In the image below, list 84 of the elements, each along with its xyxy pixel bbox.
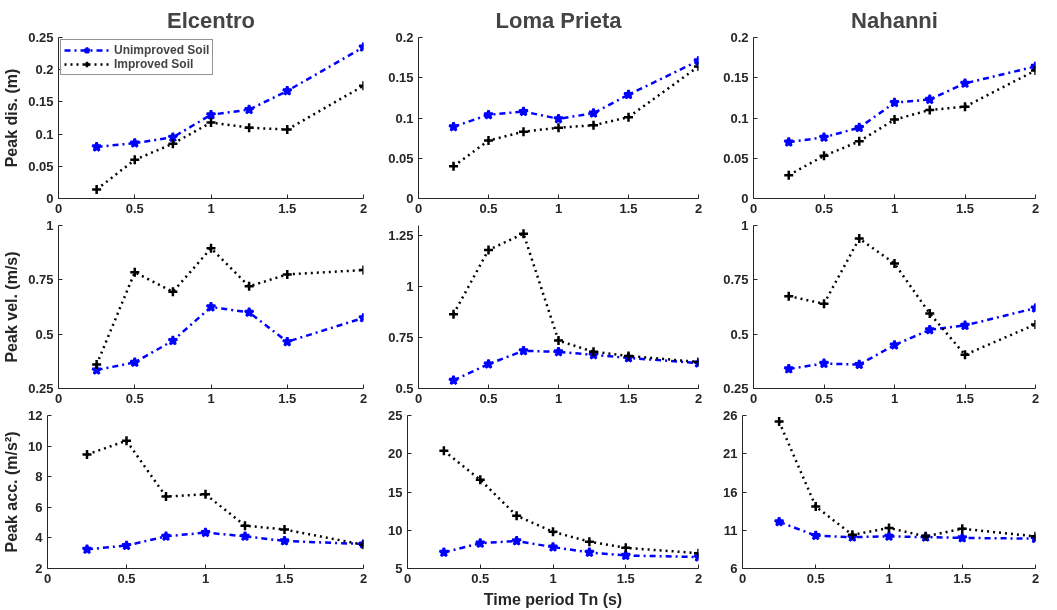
x-tick-label: 2 <box>359 390 368 406</box>
y-axis-title: Peak acc. (m/s²) <box>3 431 21 553</box>
x-tick-label: 2 <box>359 200 368 216</box>
y-tick-label: 6 <box>35 499 43 515</box>
x-tick-label: 1 <box>207 390 215 406</box>
x-tick-label: 0.5 <box>806 570 825 586</box>
y-tick-label: 26 <box>723 408 738 423</box>
x-tick-label: 1 <box>554 390 563 406</box>
y-axis-title: Peak vel. (m/s) <box>3 251 21 363</box>
y-tick-label: 20 <box>388 446 403 462</box>
x-tick-label: 1 <box>549 570 557 586</box>
x-tick-label: 1 <box>890 200 899 216</box>
y-tick-label: 0.75 <box>388 330 414 346</box>
x-tick-label: 2 <box>1031 390 1040 406</box>
x-tick-label: 2 <box>694 570 703 586</box>
y-tick-label: 8 <box>35 469 43 485</box>
y-tick-label: 1 <box>406 279 414 295</box>
y-tick-label: 0.2 <box>35 62 54 78</box>
y-tick-label: 0.5 <box>730 326 749 342</box>
x-tick-label: 1.5 <box>278 390 297 406</box>
x-tick-label: 2 <box>694 390 703 406</box>
x-tick-label: 2 <box>359 570 368 586</box>
y-tick-label: 5 <box>395 561 403 576</box>
y-tick-label: 10 <box>28 438 43 454</box>
y-tick-label: 16 <box>723 484 738 500</box>
y-tick-label: 6 <box>730 561 738 576</box>
x-tick-label: 0.5 <box>479 200 498 216</box>
y-tick-label: 1.25 <box>388 228 414 244</box>
y-tick-label: 21 <box>723 446 738 462</box>
y-axis-title: Peak dis. (m) <box>3 68 21 168</box>
x-tick-label: 0.5 <box>125 200 144 216</box>
y-tick-label: 0.2 <box>730 30 749 45</box>
x-tick-label: 1 <box>201 570 210 586</box>
x-tick-label: 1.5 <box>955 200 975 216</box>
y-tick-label: 0.15 <box>28 94 54 110</box>
chart-title: Elcentro <box>166 7 256 33</box>
y-tick-label: 0.25 <box>28 30 54 45</box>
y-tick-label: 0.5 <box>35 326 54 342</box>
y-tick-label: 0.1 <box>35 126 54 142</box>
y-tick-label: 0.75 <box>28 272 54 288</box>
y-tick-label: 0.25 <box>723 381 749 396</box>
x-tick-label: 1.5 <box>619 390 638 406</box>
y-tick-label: 0.05 <box>388 150 414 166</box>
x-axis-title: Time period Tn (s) <box>483 590 623 608</box>
legend-label: Unimproved Soil <box>114 43 210 57</box>
x-tick-label: 0.5 <box>125 390 144 406</box>
x-tick-label: 1.5 <box>953 570 972 586</box>
y-tick-label: 0.05 <box>723 150 749 166</box>
x-tick-label: 0.5 <box>117 570 136 586</box>
x-tick-label: 1.5 <box>619 200 638 216</box>
y-tick-label: 1 <box>46 218 54 233</box>
y-tick-label: 1 <box>741 218 749 233</box>
x-tick-label: 1 <box>890 390 899 406</box>
y-tick-label: 11 <box>723 522 738 538</box>
y-tick-label: 12 <box>28 408 43 423</box>
chart-title: Nahanni <box>851 7 938 33</box>
x-tick-label: 0.5 <box>471 570 490 586</box>
x-tick-label: 0.5 <box>814 390 834 406</box>
x-tick-label: 1.5 <box>955 390 975 406</box>
y-tick-label: 15 <box>388 484 403 500</box>
y-tick-label: 4 <box>35 530 44 546</box>
x-tick-label: 0.5 <box>479 390 498 406</box>
y-tick-label: 0.2 <box>395 30 414 45</box>
y-tick-label: 0.15 <box>388 70 414 86</box>
x-tick-label: 1 <box>207 200 215 216</box>
x-tick-label: 1 <box>885 570 893 586</box>
x-tick-label: 2 <box>694 200 703 216</box>
y-tick-label: 25 <box>388 408 403 423</box>
x-tick-label: 1.5 <box>616 570 635 586</box>
x-tick-label: 1.5 <box>278 200 297 216</box>
legend-label: Improved Soil <box>114 57 194 71</box>
y-tick-label: 0.1 <box>395 110 414 126</box>
x-tick-label: 1 <box>554 200 563 216</box>
chart-title: Loma Prieta <box>495 7 623 33</box>
y-tick-label: 0.15 <box>723 70 749 86</box>
x-tick-label: 2 <box>1031 200 1040 216</box>
y-tick-label: 0.1 <box>730 110 749 126</box>
x-tick-label: 1.5 <box>275 570 294 586</box>
x-tick-label: 0.5 <box>814 200 834 216</box>
x-tick-label: 2 <box>1031 570 1040 586</box>
y-tick-label: 0.75 <box>723 272 749 288</box>
y-tick-label: 0.25 <box>28 381 54 396</box>
y-tick-label: 0.05 <box>28 158 54 174</box>
y-tick-label: 10 <box>388 522 403 538</box>
